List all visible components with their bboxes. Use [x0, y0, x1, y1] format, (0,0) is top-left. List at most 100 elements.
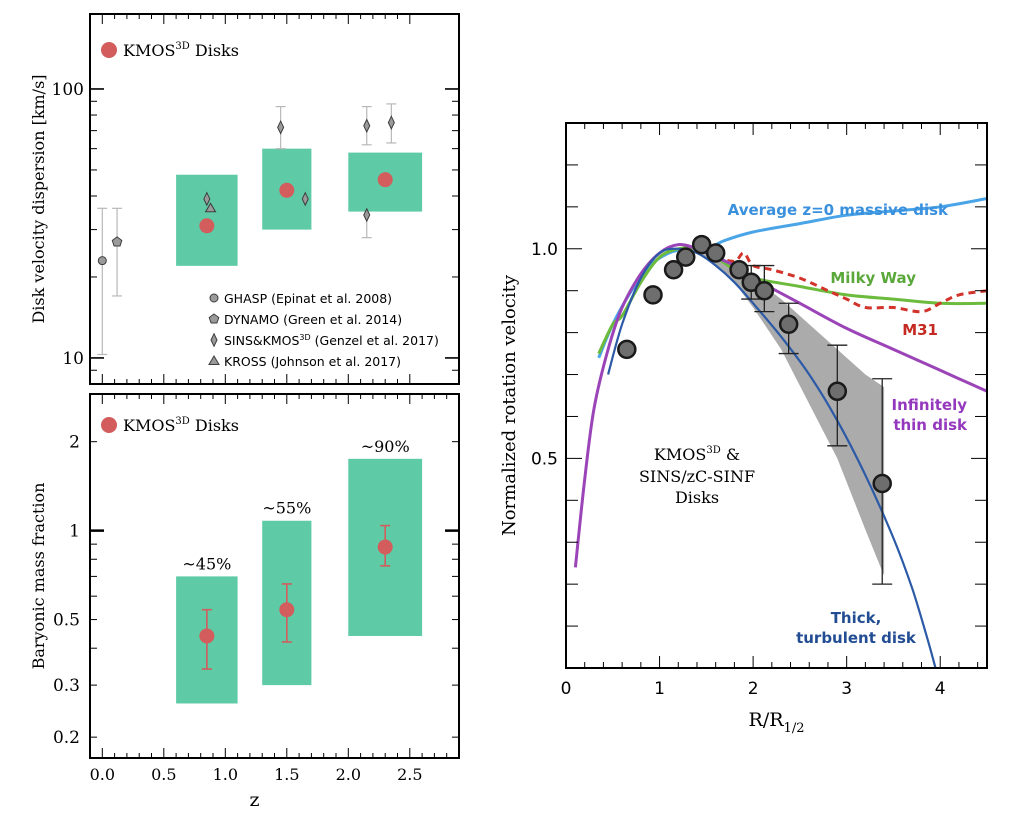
legend-symbol-circle: [209, 293, 219, 303]
panel-a-frame: [89, 13, 460, 385]
legend-item-text: GHASP (Epinat et al. 2008): [224, 291, 392, 306]
y-tick-label: 1.0: [531, 240, 558, 260]
literature-point-sins-8: [387, 115, 395, 130]
panel-baryonic-fraction: ~45% ~55% ~90% 0.2 0.3 0.5 1 2 0.0 0.5 1.0 1.5 2.0 2.…: [29, 394, 459, 811]
x-tick-label: 2: [748, 679, 759, 699]
literature-point-sins-3: [203, 191, 211, 207]
legend-item-text: DYNAMO (Green et al. 2014): [224, 312, 402, 327]
panel-r-frame: [565, 122, 988, 669]
y-tick-label: 0.3: [53, 676, 80, 696]
label-m31: M31: [902, 321, 938, 339]
y-tick-label: 10: [62, 349, 84, 369]
panel-rotation-curve: 0 1 2 3 4 0.5 1.0 R/R1/2 Normalized rotation vel…: [499, 123, 987, 736]
legend-kmos-label: KMOS3D Disks: [123, 416, 239, 435]
label-thick-disk-line-1: Thick,: [831, 609, 882, 627]
literature-point-sins-6: [363, 118, 371, 134]
x-tick-label: 2.0: [336, 765, 361, 784]
legend-kmos-text: KMOS: [123, 416, 175, 435]
annotation-superscript: 3D: [706, 445, 720, 456]
literature-point-sins-4: [277, 119, 285, 135]
x-tick-label: 0.5: [151, 765, 176, 784]
x-tick-label: 1.5: [274, 765, 299, 784]
x-tick-label: 1.0: [213, 765, 238, 784]
y-tick-label: 2: [69, 433, 80, 453]
label-thin-disk-line-1: Infinitely: [892, 396, 968, 414]
legend-kmos-label: KMOS3D Disks: [123, 41, 239, 60]
rotation-point-4: [691, 234, 712, 255]
x-axis-label: R/R1/2: [749, 709, 805, 736]
rotation-point-10: [827, 381, 848, 402]
legend-item-label: SINS&KMOS3D (Genzel et al. 2017): [224, 333, 439, 348]
rotation-plot-area: [573, 197, 987, 668]
y-tick-label: 0.5: [53, 611, 80, 631]
rotation-point-2: [663, 259, 684, 280]
legend-symbol-pentagon: [208, 313, 220, 324]
legend-kmos-suffix: Disks: [190, 416, 239, 435]
x-tick-label: 1: [654, 679, 665, 699]
x-tick-label: 3: [841, 679, 852, 699]
legend-symbol-triangle: [208, 355, 220, 365]
rotation-point-11: [872, 473, 892, 494]
legend-item-label: GHASP (Epinat et al. 2008): [224, 291, 392, 306]
literature-point-sins-7: [363, 207, 371, 223]
legend-item-text: KROSS (Johnson et al. 2017): [224, 354, 401, 369]
x-tick-label: 0.0: [90, 765, 115, 784]
label-thin-disk-line-2: thin disk: [893, 416, 968, 434]
uncertainty-band: [697, 240, 885, 576]
label-milky-way: Milky Way: [830, 269, 916, 287]
rotation-point-5: [705, 243, 726, 263]
literature-point-ghasp-0: [97, 256, 107, 266]
legend-kmos-marker: [101, 42, 117, 58]
y-axis-label: Disk velocity dispersion [km/s]: [29, 74, 48, 323]
rotation-point-0: [617, 339, 637, 360]
fraction-box-label: ~55%: [262, 499, 311, 518]
rotation-point-9: [778, 314, 799, 334]
annotation-suffix: &: [721, 445, 740, 464]
legend-item-label: KROSS (Johnson et al. 2017): [224, 354, 401, 369]
label-average-disk: Average z=0 massive disk: [728, 201, 949, 219]
y-tick-label: 1: [69, 522, 80, 542]
y-tick-label: 0.5: [531, 449, 558, 469]
legend-kmos-superscript: 3D: [175, 41, 189, 52]
literature-point-sins-5: [301, 191, 309, 207]
y-axis-label: Baryonic mass fraction: [29, 483, 48, 670]
legend-kmos-suffix: Disks: [190, 41, 239, 60]
legend-item-suffix: (Genzel et al. 2017): [311, 333, 439, 348]
curve-thick: [607, 247, 937, 668]
annotation-text: KMOS: [654, 445, 706, 464]
annotation-line-1: KMOS3D &: [654, 445, 740, 464]
legend-symbol-diamond: [210, 332, 218, 348]
y-tick-label: 0.2: [53, 728, 80, 748]
kmos-dispersion-point-2: [377, 172, 393, 188]
y-tick-label: 100: [52, 80, 84, 100]
kmos-dispersion-point-0: [199, 218, 215, 234]
legend-item-text: SINS&KMOS: [224, 333, 299, 348]
x-axis-label-subscript: 1/2: [784, 721, 805, 736]
fraction-box-label: ~90%: [361, 437, 410, 456]
legend-kmos-text: KMOS: [123, 41, 175, 60]
kmos-fraction-point-2: [377, 539, 393, 555]
annotation-line-2: SINS/zC-SINF: [639, 467, 755, 486]
legend-kmos-superscript: 3D: [175, 416, 189, 427]
curve-m31: [715, 251, 987, 314]
x-tick-label: 4: [935, 679, 946, 699]
legend-item-superscript: 3D: [299, 333, 310, 342]
legend-item-label: DYNAMO (Green et al. 2014): [224, 312, 402, 327]
fraction-box-label: ~45%: [182, 554, 231, 573]
x-axis-label-text: R/R: [749, 709, 785, 731]
x-tick-label: 0: [561, 679, 572, 699]
kmos-dispersion-point-1: [279, 182, 295, 198]
kmos-fraction-point-1: [279, 602, 295, 618]
x-tick-label: 2.5: [397, 765, 422, 784]
annotation-line-3: Disks: [675, 488, 719, 507]
rotation-point-8: [754, 280, 775, 301]
y-axis-label: Normalized rotation velocity: [499, 274, 520, 536]
kmos-fraction-point-0: [199, 628, 215, 644]
panel-b-frame: [89, 393, 460, 759]
label-thick-disk-line-2: turbulent disk: [796, 629, 917, 647]
x-axis-label: z: [249, 789, 259, 811]
rotation-point-3: [676, 247, 696, 267]
rotation-point-6: [729, 259, 749, 280]
